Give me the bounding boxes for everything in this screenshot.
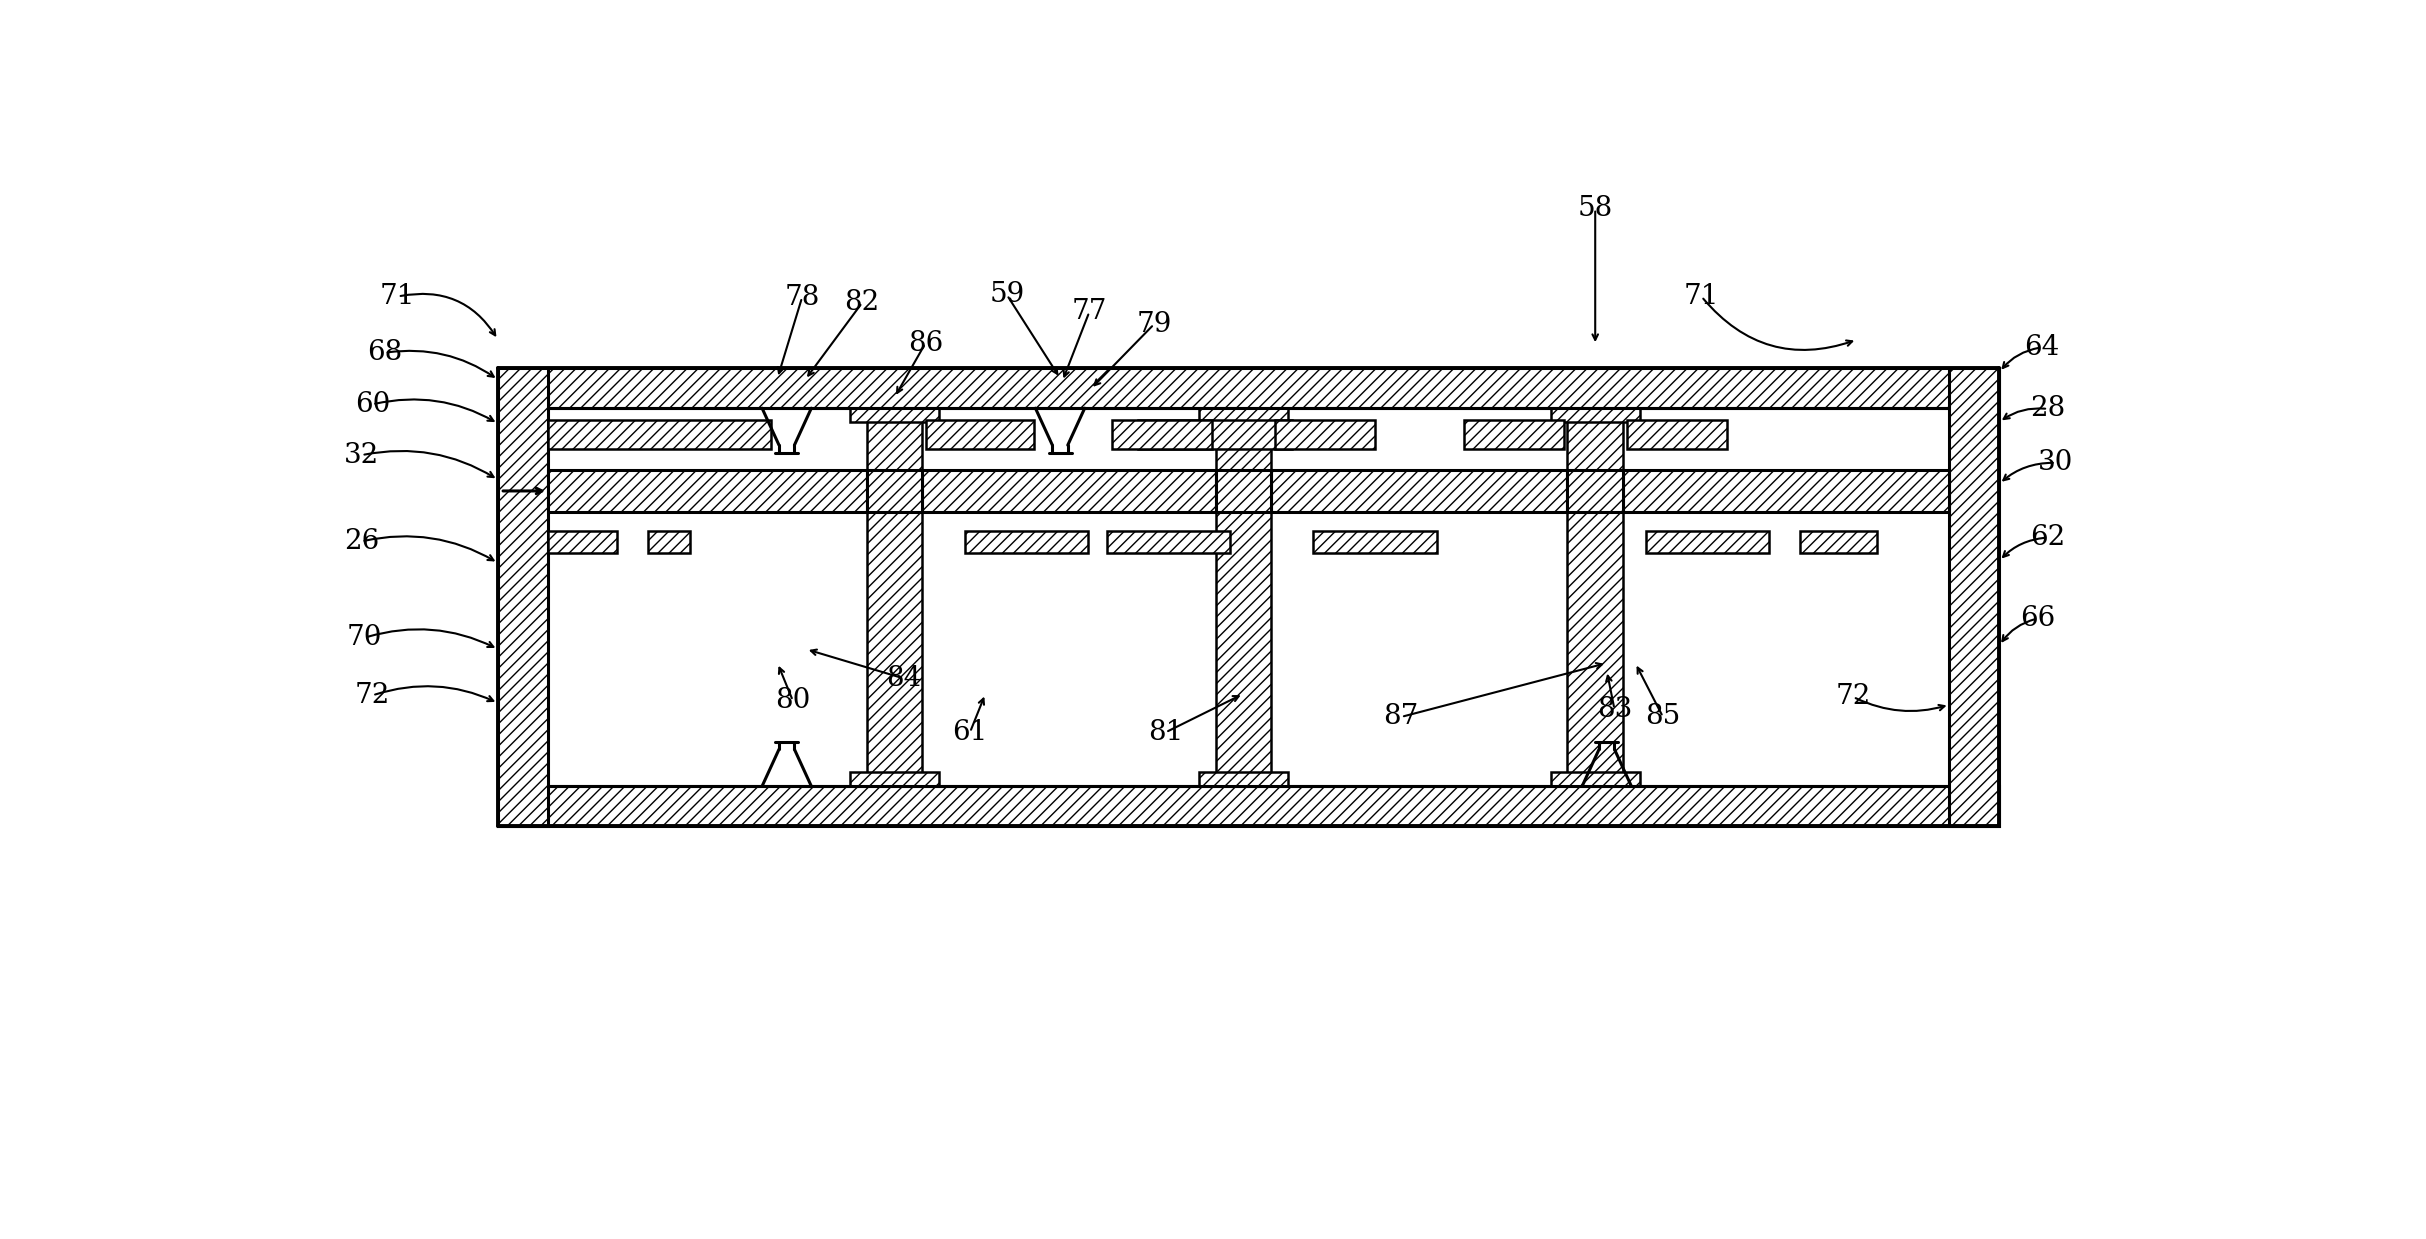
Bar (1567, 512, 1623, 787)
Text: 85: 85 (1645, 704, 1681, 731)
Bar (1951, 368, 1999, 826)
Text: 71: 71 (381, 282, 415, 310)
Text: 59: 59 (990, 281, 1024, 309)
Bar (1567, 470, 1623, 512)
Bar (1215, 470, 1271, 512)
Bar (1463, 420, 1565, 449)
Text: 70: 70 (347, 624, 383, 652)
Bar (497, 368, 548, 826)
Text: 83: 83 (1596, 696, 1633, 722)
Bar (1215, 408, 1271, 470)
Bar (1550, 408, 1640, 422)
Text: 68: 68 (366, 339, 403, 367)
Text: 30: 30 (2038, 450, 2074, 476)
Bar (1800, 532, 1878, 553)
Bar (1198, 772, 1288, 787)
Bar (1628, 420, 1727, 449)
Bar (1276, 420, 1376, 449)
Bar (927, 420, 1033, 449)
Text: 86: 86 (907, 330, 944, 357)
Bar (1215, 512, 1271, 787)
Bar (1645, 532, 1769, 553)
Bar (1198, 408, 1288, 422)
Bar (548, 420, 771, 449)
Text: 64: 64 (2023, 333, 2060, 361)
Text: 61: 61 (953, 719, 987, 746)
Text: 72: 72 (354, 681, 391, 709)
Text: 82: 82 (844, 289, 881, 316)
Text: 32: 32 (344, 441, 378, 468)
Text: 79: 79 (1135, 311, 1172, 338)
Bar (1111, 420, 1211, 449)
Bar (866, 512, 922, 787)
Bar (849, 408, 939, 422)
Text: 87: 87 (1383, 704, 1419, 731)
Bar (866, 470, 922, 512)
Bar (548, 470, 866, 512)
Bar (866, 408, 922, 470)
Text: 81: 81 (1147, 719, 1184, 746)
Bar (966, 532, 1087, 553)
Text: 62: 62 (2031, 524, 2065, 551)
Text: 77: 77 (1072, 299, 1106, 326)
Text: 72: 72 (1836, 684, 1870, 710)
Bar (648, 532, 691, 553)
Text: 78: 78 (784, 284, 820, 311)
Bar (1138, 420, 1291, 449)
Text: 26: 26 (344, 528, 378, 555)
Text: 80: 80 (776, 688, 810, 714)
Bar (922, 470, 1215, 512)
Text: 58: 58 (1577, 196, 1613, 222)
Text: 84: 84 (885, 665, 922, 691)
Bar (1550, 772, 1640, 787)
Bar (548, 532, 616, 553)
Bar (849, 772, 939, 787)
Bar (1312, 532, 1436, 553)
Text: 71: 71 (1684, 282, 1720, 310)
Bar (1623, 470, 1951, 512)
Text: 28: 28 (2031, 395, 2065, 422)
Bar (1567, 408, 1623, 470)
Bar (1271, 470, 1567, 512)
Bar (497, 787, 1999, 826)
Text: 66: 66 (2021, 605, 2055, 632)
Bar (497, 368, 1999, 408)
Text: 60: 60 (354, 390, 391, 418)
Bar (1106, 532, 1230, 553)
